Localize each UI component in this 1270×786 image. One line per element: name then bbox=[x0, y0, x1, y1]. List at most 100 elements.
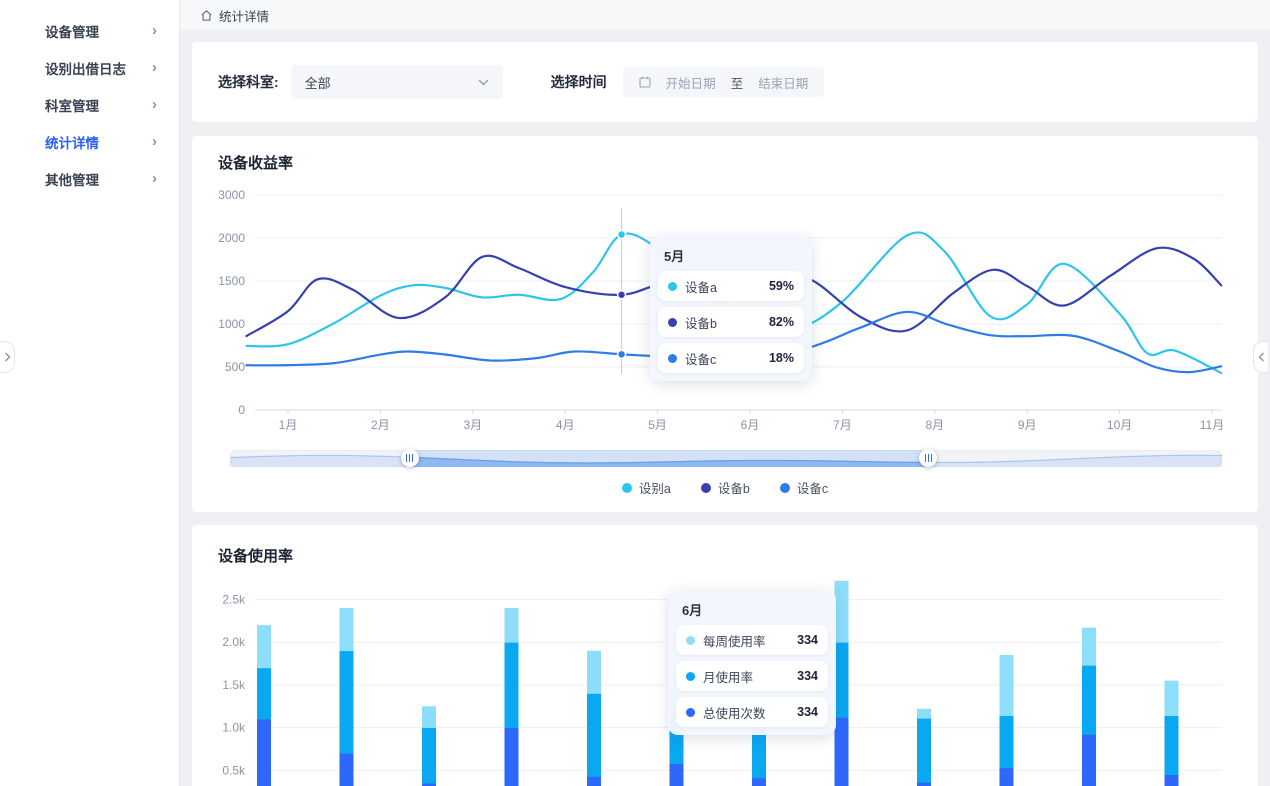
sidebar-item[interactable]: 科室管理 › bbox=[0, 86, 179, 123]
chevron-left-icon bbox=[1258, 350, 1265, 365]
date-end-placeholder: 结束日期 bbox=[758, 76, 809, 91]
bar-segment bbox=[339, 753, 354, 786]
tooltip-title: 6月 bbox=[682, 603, 703, 618]
bar-segment bbox=[1082, 665, 1096, 735]
tooltip-title: 5月 bbox=[664, 249, 685, 264]
tooltip-row: 设备c 18% bbox=[658, 343, 804, 373]
tooltip-series-label: 总使用次数 bbox=[703, 706, 766, 721]
calendar-icon bbox=[639, 76, 651, 88]
department-select[interactable]: 全部 bbox=[290, 65, 503, 99]
svg-text:2.0k: 2.0k bbox=[222, 635, 246, 649]
filter-bar: 选择科室: 全部 选择时间 开始日期 至 结束日期 bbox=[192, 42, 1258, 122]
series-dot-icon bbox=[668, 317, 677, 327]
bar-segment bbox=[1164, 774, 1179, 786]
bar-segment bbox=[422, 783, 436, 786]
chevron-right-icon: › bbox=[152, 96, 157, 113]
breadcrumb[interactable]: 统计详情 bbox=[180, 0, 1270, 30]
sidebar-item[interactable]: 统计详情 › bbox=[0, 123, 179, 160]
department-filter-label: 选择科室: bbox=[218, 74, 279, 90]
bar-segment bbox=[834, 642, 849, 718]
line-chart-tooltip: 5月 设备a 59% 设备b 82% 设备c 18% bbox=[650, 236, 812, 381]
datazoom-right-handle[interactable] bbox=[919, 449, 938, 467]
svg-text:3000: 3000 bbox=[218, 188, 245, 202]
panel-collapse-button[interactable] bbox=[1253, 341, 1268, 373]
date-range-separator: 至 bbox=[730, 76, 744, 91]
sidebar: 设备管理 › 设别出借日志 › 科室管理 › 统计详情 › 其他管理 › bbox=[0, 0, 180, 786]
tooltip-row: 月使用率 334 bbox=[676, 661, 828, 691]
svg-text:1月: 1月 bbox=[279, 418, 298, 432]
svg-text:3月: 3月 bbox=[463, 418, 482, 432]
bar-segment bbox=[999, 715, 1014, 769]
bar-segment bbox=[339, 650, 354, 754]
bar-segment bbox=[917, 782, 931, 786]
legend-item[interactable]: 设备c bbox=[779, 478, 829, 497]
bar-segment bbox=[834, 580, 849, 643]
bar-segment bbox=[504, 608, 519, 643]
bar-segment bbox=[999, 767, 1014, 786]
svg-text:7月: 7月 bbox=[833, 418, 852, 432]
series-dot-icon bbox=[686, 671, 695, 681]
sidebar-item-label: 设别出借日志 bbox=[45, 61, 126, 77]
chart-title-usage-rate: 设备使用率 bbox=[218, 548, 294, 565]
bar-segment bbox=[752, 728, 766, 779]
svg-text:1.5k: 1.5k bbox=[222, 678, 246, 692]
bar-segment bbox=[422, 727, 436, 784]
bar-segment bbox=[669, 763, 684, 786]
legend-label: 设备c bbox=[796, 482, 829, 496]
tooltip-series-value: 18% bbox=[768, 351, 794, 365]
date-range-picker[interactable]: 开始日期 至 结束日期 bbox=[622, 67, 825, 97]
sidebar-item-label: 设备管理 bbox=[45, 24, 99, 40]
sidebar-item[interactable]: 设别出借日志 › bbox=[0, 49, 179, 86]
usage-rate-bar-chart[interactable]: 0.5k 1.0k 1.5k 2.0k 2.5k bbox=[192, 525, 1258, 786]
svg-text:10月: 10月 bbox=[1107, 418, 1132, 432]
svg-text:4月: 4月 bbox=[556, 418, 575, 432]
svg-text:1500: 1500 bbox=[218, 274, 245, 288]
legend-dot-icon bbox=[779, 482, 790, 493]
bar-chart-tooltip: 6月 每周使用率 334 月使用率 334 总使用次数 334 bbox=[668, 590, 836, 735]
svg-text:1000: 1000 bbox=[218, 317, 245, 331]
tooltip-series-value: 334 bbox=[797, 669, 818, 683]
tooltip-series-label: 设备a bbox=[685, 280, 717, 295]
datazoom-left-handle[interactable] bbox=[400, 449, 419, 467]
sidebar-item[interactable]: 设备管理 › bbox=[0, 12, 179, 49]
bar-segment bbox=[257, 719, 271, 786]
svg-text:2月: 2月 bbox=[371, 418, 390, 432]
bar-segment bbox=[917, 718, 931, 783]
bar-segment bbox=[587, 693, 601, 777]
home-icon bbox=[200, 9, 213, 22]
tooltip-series-value: 334 bbox=[797, 633, 818, 647]
bar-segment bbox=[1082, 627, 1096, 666]
legend-item[interactable]: 设别a bbox=[621, 478, 671, 497]
svg-text:5月: 5月 bbox=[648, 418, 667, 432]
chevron-down-icon bbox=[478, 79, 489, 86]
bar-segment bbox=[422, 706, 436, 728]
tooltip-series-value: 59% bbox=[768, 279, 794, 293]
legend-dot-icon bbox=[700, 482, 711, 493]
bar-segment bbox=[587, 776, 601, 786]
sidebar-collapse-button[interactable] bbox=[0, 341, 15, 373]
tooltip-series-label: 设备c bbox=[685, 352, 717, 367]
chevron-right-icon: › bbox=[152, 59, 157, 76]
bar-segment bbox=[1164, 680, 1179, 717]
bar-segment bbox=[257, 625, 271, 669]
revenue-rate-chart-card: 设备收益率 0 500 1000 1500 2000 3000 1月 2月 3月 4月 5月 6月 7月… bbox=[192, 136, 1258, 512]
sidebar-menu: 设备管理 › 设别出借日志 › 科室管理 › 统计详情 › 其他管理 › bbox=[0, 0, 179, 197]
tooltip-series-label: 月使用率 bbox=[703, 670, 754, 685]
svg-text:11月: 11月 bbox=[1200, 418, 1224, 432]
chart-legend: 设别a 设备b 设备c bbox=[192, 478, 1258, 497]
bar-segment bbox=[834, 717, 849, 786]
bar-segment bbox=[1164, 715, 1179, 775]
date-start-placeholder: 开始日期 bbox=[665, 76, 716, 91]
bar-segment bbox=[1082, 734, 1096, 786]
datazoom-slider[interactable] bbox=[229, 449, 1223, 468]
chevron-right-icon bbox=[4, 350, 11, 365]
tooltip-row: 每周使用率 334 bbox=[676, 625, 828, 655]
sidebar-item[interactable]: 其他管理 › bbox=[0, 160, 179, 197]
legend-item[interactable]: 设备b bbox=[700, 478, 750, 497]
svg-text:8月: 8月 bbox=[925, 418, 944, 432]
chart-title-revenue-rate: 设备收益率 bbox=[218, 155, 294, 172]
breadcrumb-label: 统计详情 bbox=[219, 9, 270, 24]
sidebar-item-label: 科室管理 bbox=[45, 98, 99, 114]
tooltip-row: 总使用次数 334 bbox=[676, 697, 828, 727]
svg-text:6月: 6月 bbox=[741, 418, 760, 432]
